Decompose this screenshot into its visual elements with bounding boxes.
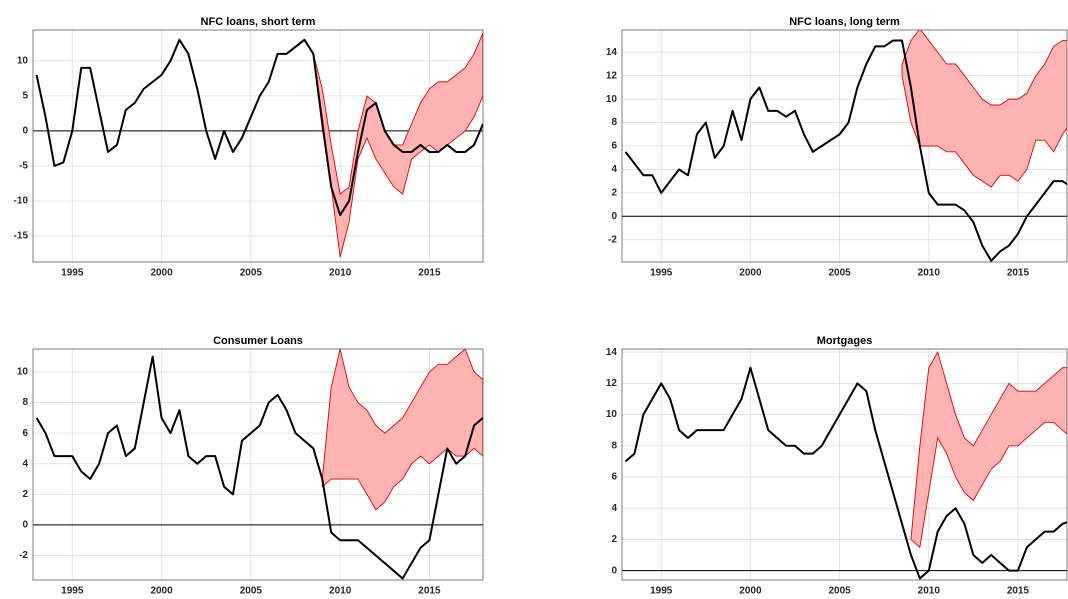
y-tick-label: 10	[17, 55, 29, 66]
chart-title: NFC loans, long term	[789, 16, 900, 28]
panel: 1995 2000 2005 2010 2015 -2 0 2 4 6 8 10 Consumer Lo…	[17, 335, 484, 597]
y-tick-label: -15	[14, 231, 29, 242]
x-tick-label: 2010	[329, 268, 352, 279]
y-tick-label: 0	[611, 211, 617, 222]
y-tick-label: 0	[611, 565, 617, 576]
panel: 1995 2000 2005 2010 2015 -15 -10 -5 0 5 10 NFC loan…	[14, 16, 484, 279]
y-tick-label: 2	[611, 534, 617, 545]
axes-frame	[32, 29, 484, 263]
y-tick-label: 8	[22, 397, 28, 408]
y-tick-label: -10	[14, 196, 29, 207]
x-tick-label: 2000	[739, 586, 762, 597]
y-tick-label: -2	[19, 550, 28, 561]
x-tick-label: 2015	[418, 268, 441, 279]
plot-area	[33, 349, 483, 580]
y-tick-label: 0	[22, 126, 28, 137]
y-tick-label: 10	[17, 367, 29, 378]
y-tick-label: -5	[19, 161, 28, 172]
y-tick-label: 10	[606, 94, 618, 105]
band	[312, 32, 483, 258]
y-tick-label: 6	[611, 141, 617, 152]
line	[624, 39, 1067, 262]
y-tick-label: 4	[22, 458, 28, 469]
chart-title: Consumer Loans	[213, 335, 303, 347]
y-tick-label: 6	[22, 428, 28, 439]
plot-content	[33, 32, 483, 258]
line	[35, 355, 483, 580]
band	[910, 350, 1067, 549]
y-tick-label: 5	[22, 91, 28, 102]
y-tick-label: -2	[608, 234, 617, 245]
panel: 1995 2000 2005 2010 2015 0 2 4 6 8 10 12 14 Mortgages	[606, 335, 1068, 597]
y-tick-label: 4	[611, 164, 617, 175]
x-tick-label: 2010	[329, 586, 352, 597]
y-tick-label: 6	[611, 472, 617, 483]
chart-title: NFC loans, short term	[201, 16, 316, 28]
x-tick-label: 2015	[1007, 268, 1030, 279]
y-tick-label: 2	[611, 188, 617, 199]
x-tick-label: 2005	[240, 586, 263, 597]
y-tick-label: 14	[606, 47, 618, 58]
x-tick-label: 1995	[650, 268, 673, 279]
x-tick-label: 2015	[1007, 586, 1030, 597]
x-tick-label: 2010	[918, 586, 941, 597]
x-tick-label: 1995	[61, 268, 84, 279]
axes-frame	[621, 348, 1068, 581]
x-tick-label: 1995	[61, 586, 84, 597]
x-tick-label: 2015	[418, 586, 441, 597]
y-tick-label: 8	[611, 117, 617, 128]
y-tick-label: 12	[606, 378, 618, 389]
x-tick-label: 1995	[650, 586, 673, 597]
y-tick-label: 2	[22, 489, 28, 500]
y-tick-label: 8	[611, 440, 617, 451]
x-tick-label: 2005	[240, 268, 263, 279]
band	[901, 30, 1067, 188]
panel: 1995 2000 2005 2010 2015 -2 0 2 4 6 8 10 12 14 NFC loa…	[606, 16, 1068, 279]
plot-content	[622, 350, 1067, 580]
band	[321, 349, 483, 511]
y-tick-label: 4	[611, 503, 617, 514]
y-tick-label: 14	[606, 347, 618, 358]
axes-frame	[621, 29, 1068, 263]
x-tick-label: 2000	[150, 586, 173, 597]
plot-content	[33, 349, 483, 580]
y-tick-label: 12	[606, 70, 618, 81]
chart-title: Mortgages	[817, 335, 873, 347]
x-tick-label: 2000	[739, 268, 762, 279]
y-tick-label: 0	[22, 520, 28, 531]
axes-frame	[32, 348, 484, 581]
line	[624, 366, 1067, 580]
x-tick-label: 2005	[828, 268, 851, 279]
plot-content	[622, 30, 1067, 262]
x-tick-label: 2010	[918, 268, 941, 279]
line	[35, 38, 483, 217]
x-tick-label: 2005	[828, 586, 851, 597]
x-tick-label: 2000	[150, 268, 173, 279]
y-tick-label: 10	[606, 409, 618, 420]
